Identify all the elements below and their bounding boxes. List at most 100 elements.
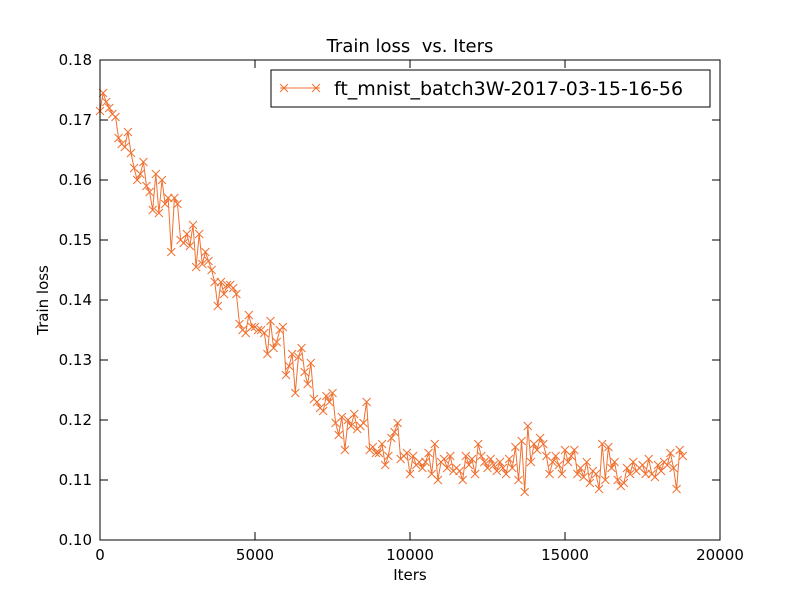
data-point-marker — [591, 469, 601, 479]
data-point-marker — [201, 247, 210, 257]
data-point-marker — [145, 187, 154, 197]
data-point-marker — [625, 469, 635, 479]
series-layer — [95, 88, 688, 497]
data-point-marker — [480, 457, 489, 467]
data-point-marker — [173, 199, 182, 209]
data-point-marker — [548, 457, 557, 467]
y-tick-label: 0.15 — [59, 231, 92, 249]
data-point-marker — [188, 220, 198, 230]
data-point-marker — [600, 475, 610, 485]
data-point-marker — [111, 112, 120, 122]
data-point-marker — [653, 460, 663, 470]
data-point-marker — [421, 457, 430, 467]
x-tick-label: 20000 — [696, 546, 744, 564]
data-point-marker — [483, 463, 492, 473]
y-tick-label: 0.13 — [59, 351, 92, 369]
data-point-marker — [216, 277, 226, 287]
x-tick-label: 0 — [95, 546, 105, 564]
data-point-marker — [290, 388, 300, 398]
data-point-marker — [160, 199, 170, 209]
data-point-marker — [455, 466, 464, 476]
data-point-marker — [514, 475, 523, 485]
legend: ft_mnist_batch3W-2017-03-15-16-56 — [270, 69, 711, 108]
data-point-marker — [297, 343, 306, 353]
y-tick-label: 0.17 — [59, 111, 92, 129]
data-point-marker — [269, 343, 278, 353]
data-point-marker — [346, 421, 356, 431]
y-tick-label: 0.10 — [59, 531, 92, 549]
data-point-marker — [569, 445, 579, 455]
data-point-marker — [380, 460, 390, 470]
data-point-marker — [139, 157, 148, 167]
data-point-marker — [374, 448, 384, 458]
data-point-marker — [464, 460, 474, 470]
x-tick-label: 10000 — [386, 546, 434, 564]
data-point-marker — [610, 457, 619, 467]
data-point-marker — [166, 247, 176, 257]
data-point-marker — [585, 478, 595, 488]
data-point-marker — [517, 436, 526, 446]
data-point-marker — [473, 439, 483, 449]
data-point-marker — [359, 418, 368, 428]
data-point-marker — [619, 478, 629, 488]
data-point-marker — [557, 469, 567, 479]
data-point-marker — [662, 460, 672, 470]
data-point-marker — [644, 454, 654, 464]
data-point-marker — [545, 469, 554, 479]
data-point-marker — [362, 397, 371, 407]
data-point-marker — [281, 370, 291, 380]
data-point-marker — [495, 457, 505, 467]
data-point-marker — [458, 475, 468, 485]
data-point-marker — [566, 451, 576, 461]
data-point-marker — [104, 103, 114, 113]
data-point-marker — [442, 463, 452, 473]
data-point-marker — [266, 316, 275, 326]
data-point-marker — [604, 442, 613, 452]
data-point-marker — [182, 229, 192, 239]
data-point-marker — [135, 169, 145, 179]
data-point-marker — [337, 412, 347, 422]
data-point-marker — [170, 193, 179, 203]
data-point-marker — [418, 463, 427, 473]
data-point-marker — [383, 451, 393, 461]
data-point-marker — [334, 430, 344, 440]
data-point-marker — [594, 484, 604, 494]
data-point-marker — [287, 349, 297, 359]
data-point-marker — [222, 280, 232, 290]
data-point-marker — [185, 241, 195, 251]
data-point-marker — [554, 460, 564, 470]
data-point-marker — [476, 451, 486, 461]
data-point-marker — [204, 256, 213, 266]
y-tick-label: 0.12 — [59, 411, 92, 429]
data-point-marker — [244, 310, 254, 320]
data-point-marker — [253, 325, 263, 335]
data-point-marker — [393, 418, 402, 428]
x-tick-label: 15000 — [541, 546, 589, 564]
data-point-marker — [247, 322, 257, 332]
y-tick-label: 0.16 — [59, 171, 92, 189]
data-point-marker — [390, 427, 399, 437]
data-point-marker — [349, 409, 359, 419]
legend-box — [270, 69, 711, 108]
data-point-marker — [582, 457, 592, 467]
data-point-marker — [523, 421, 533, 431]
data-point-marker — [573, 469, 582, 479]
data-point-marker — [340, 445, 350, 455]
data-point-marker — [507, 463, 517, 473]
data-point-marker — [597, 439, 607, 449]
data-point-marker — [197, 259, 207, 269]
data-point-marker — [402, 448, 412, 458]
data-point-marker — [678, 451, 688, 461]
data-point-marker — [538, 439, 548, 449]
data-point-marker — [669, 463, 678, 473]
data-point-marker — [148, 205, 158, 215]
data-point-marker — [486, 454, 495, 464]
data-point-marker — [439, 454, 449, 464]
data-point-marker — [377, 439, 387, 449]
data-point-marker — [641, 469, 650, 479]
legend-marker-x-icon — [279, 83, 321, 93]
data-point-marker — [467, 454, 477, 464]
data-point-marker — [306, 358, 316, 368]
data-point-marker — [294, 352, 303, 362]
data-point-marker — [535, 433, 545, 443]
